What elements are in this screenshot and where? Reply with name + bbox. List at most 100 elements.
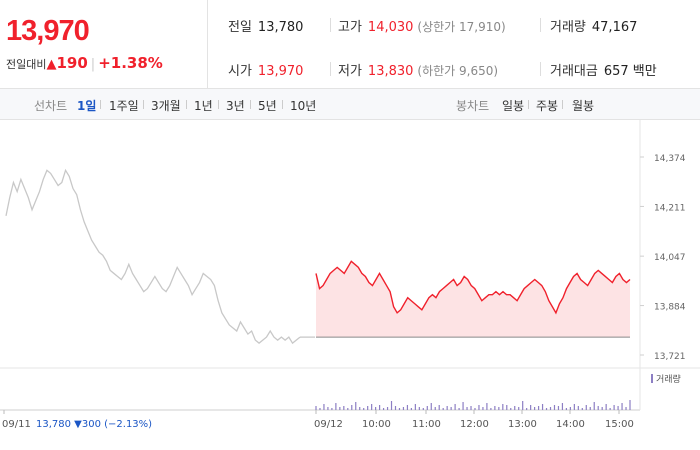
volume-bar <box>482 407 484 410</box>
quote-summary-panel: 13,970 전일대비▲190 | +1.38% 전일 13,780 고가 14,030… <box>0 0 700 89</box>
prev-close-stat: 전일 13,780 <box>228 16 303 35</box>
volume-bar <box>486 403 488 410</box>
tab-1-week[interactable]: 1주일 <box>109 99 139 113</box>
prev-day-series <box>5 168 315 345</box>
volume-bar <box>327 407 329 410</box>
volume-bar <box>343 406 345 410</box>
tab-5-year[interactable]: 5년 <box>258 99 277 113</box>
high-label: 고가 <box>338 20 362 35</box>
volume-bar <box>422 408 424 410</box>
volume-bar <box>502 404 504 410</box>
volume-bar <box>446 406 448 410</box>
volume-bar <box>593 402 595 410</box>
volume-bar <box>367 406 369 410</box>
volume-bar <box>359 407 361 410</box>
volume-bar <box>506 405 508 410</box>
volume-bar <box>553 405 556 410</box>
tab-monthly-candle[interactable]: 월봉 <box>572 99 595 113</box>
volume-bar <box>402 407 405 410</box>
volume-bar <box>458 408 460 410</box>
tab-1-year[interactable]: 1년 <box>194 99 213 113</box>
y-tick-label: 14,374 <box>654 154 686 164</box>
volume-bar <box>339 407 341 410</box>
divider <box>528 100 529 109</box>
change-line: 전일대비▲190 | +1.38% <box>6 54 163 72</box>
tab-1-day[interactable]: 1일 <box>77 99 97 113</box>
today-price-line <box>315 260 631 315</box>
volume-bar <box>430 403 432 410</box>
volume-bar <box>406 405 409 410</box>
x-tick-label: 14:00 <box>556 419 585 430</box>
volume-bar <box>371 404 373 410</box>
today-area-fill <box>316 261 630 338</box>
divider <box>330 62 331 76</box>
low-stat: 저가 13,830 (하한가 9,650) <box>338 60 498 79</box>
x-tick-label: 15:00 <box>605 419 634 430</box>
divider <box>218 100 219 109</box>
x-tick-label: 09/11 <box>2 419 31 430</box>
change-percent: +1.38% <box>98 54 163 72</box>
volume-bar <box>530 405 532 410</box>
volume-bar <box>617 406 619 410</box>
volume-legend-swatch <box>651 374 653 383</box>
x-tick-label: 09/12 <box>314 419 343 430</box>
volume-bar <box>510 408 512 410</box>
divider <box>282 100 283 109</box>
tab-3-year[interactable]: 3년 <box>226 99 245 113</box>
open-label: 시가 <box>228 64 252 79</box>
volume-bar <box>545 408 548 410</box>
upper-limit: (상한가 17,910) <box>417 20 506 34</box>
low-label: 저가 <box>338 64 362 79</box>
tab-weekly-candle[interactable]: 주봉 <box>536 99 559 113</box>
amount-label: 거래대금 <box>550 64 598 79</box>
volume-bar <box>557 406 560 410</box>
volume-bar <box>398 408 401 410</box>
volume-bar <box>351 405 353 410</box>
intraday-price-chart[interactable]: 14,374 14,211 14,047 13,884 13,721 거래량 09/11… <box>0 120 700 450</box>
change-label: 전일대비 <box>6 58 47 71</box>
volume-label: 거래량 <box>550 20 586 35</box>
prev-day-line <box>5 168 301 345</box>
today-area <box>316 261 630 338</box>
volume-bar <box>434 407 436 410</box>
divider <box>250 100 251 109</box>
volume-bar <box>410 408 412 410</box>
volume-bar <box>375 407 377 410</box>
volume-bar <box>315 406 317 410</box>
volume-bar <box>625 407 627 410</box>
prev-close-label: 전일 <box>228 20 252 35</box>
divider <box>143 100 144 109</box>
volume-bar <box>581 408 583 410</box>
candle-chart-group-label: 봉차트 <box>456 99 490 113</box>
volume-bar <box>522 401 524 410</box>
volume-bar <box>363 408 365 410</box>
volume-bar <box>414 404 416 410</box>
y-tick-label: 14,211 <box>654 203 686 213</box>
volume-bar <box>331 408 333 410</box>
tab-daily-candle[interactable]: 일봉 <box>502 99 525 113</box>
today-series <box>315 260 631 315</box>
divider <box>330 18 331 32</box>
volume-bar <box>426 406 428 410</box>
volume-bar <box>585 405 587 410</box>
volume-bar <box>597 406 599 410</box>
tab-10-year[interactable]: 10년 <box>290 99 317 113</box>
x-tick-label: 10:00 <box>362 419 391 430</box>
volume-bar <box>549 407 552 410</box>
volume-bar <box>319 408 321 410</box>
tab-3-month[interactable]: 3개월 <box>151 99 181 113</box>
y-tick-label: 13,884 <box>654 303 686 313</box>
volume-bar <box>498 407 500 410</box>
open-stat: 시가 13,970 <box>228 60 303 79</box>
divider <box>100 100 101 109</box>
price-box: 13,970 전일대비▲190 | +1.38% <box>0 0 208 89</box>
current-price: 13,970 <box>6 15 90 47</box>
volume-bar <box>347 408 349 410</box>
volume-bar <box>442 408 444 410</box>
x-tick-label: 13:00 <box>508 419 537 430</box>
volume-bar <box>601 407 603 410</box>
volume-bar <box>462 402 464 410</box>
volume-bar <box>418 407 420 410</box>
volume-bar <box>561 403 564 410</box>
volume-bar <box>526 408 528 410</box>
